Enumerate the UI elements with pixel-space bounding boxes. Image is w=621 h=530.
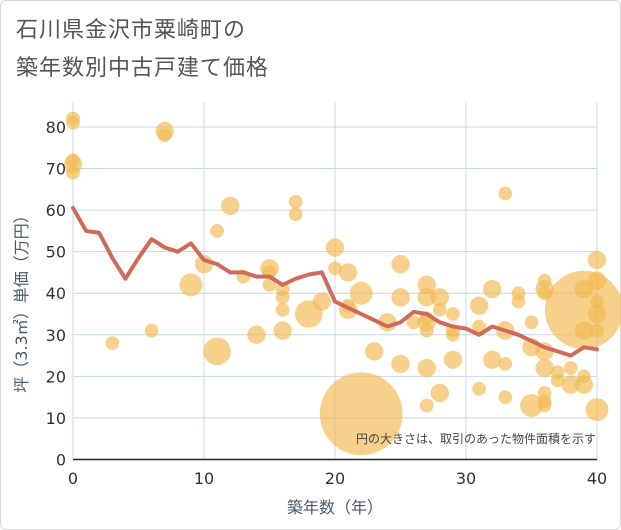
data-bubble — [574, 375, 594, 394]
data-bubble — [325, 238, 345, 257]
data-bubble — [511, 294, 526, 309]
data-bubble — [574, 321, 594, 340]
data-bubble — [524, 315, 539, 330]
data-bubble — [288, 194, 303, 209]
x-tick-label: 20 — [325, 469, 345, 488]
data-bubble — [275, 290, 290, 305]
data-bubble — [537, 398, 552, 413]
data-bubble — [349, 281, 373, 305]
data-bubble — [590, 294, 604, 309]
data-bubble — [587, 304, 607, 324]
x-axis-title: 築年数（年） — [287, 498, 383, 517]
y-tick-label: 40 — [46, 284, 66, 303]
data-bubble — [535, 358, 554, 378]
data-bubble — [262, 278, 277, 292]
data-bubble — [312, 292, 332, 311]
page-title-line1: 石川県金沢市粟崎町の — [16, 18, 247, 43]
data-bubble — [391, 288, 410, 307]
bubble-layer — [63, 111, 621, 456]
data-bubble — [587, 271, 607, 290]
data-bubble — [105, 336, 120, 351]
data-bubble — [563, 361, 578, 375]
data-bubble — [338, 263, 358, 282]
data-bubble — [443, 350, 463, 369]
data-bubble — [483, 350, 502, 369]
data-bubble — [328, 261, 342, 276]
x-tick-labels: 0 10 20 30 40 — [68, 469, 607, 488]
data-bubble — [391, 254, 410, 274]
x-tick-label: 10 — [194, 469, 214, 488]
data-bubble — [319, 372, 403, 456]
data-bubble — [498, 390, 513, 405]
data-bubble — [203, 337, 231, 366]
data-bubble — [587, 250, 607, 270]
data-bubble — [365, 342, 384, 361]
data-bubble — [288, 207, 303, 222]
y-tick-label: 50 — [46, 243, 66, 262]
data-bubble — [483, 279, 502, 299]
y-tick-labels: 0 10 20 30 40 50 60 70 80 — [46, 118, 66, 470]
data-bubble — [157, 128, 172, 143]
data-bubble — [275, 302, 290, 317]
data-bubble — [419, 323, 434, 338]
data-bubble — [210, 223, 225, 238]
data-bubble — [221, 196, 240, 216]
data-bubble — [273, 321, 292, 340]
data-bubble — [472, 319, 486, 334]
x-tick-label: 30 — [456, 469, 476, 488]
data-bubble — [498, 356, 513, 371]
data-bubble — [247, 325, 266, 344]
data-bubble — [417, 288, 436, 307]
y-tick-label: 60 — [46, 201, 66, 220]
data-bubble — [585, 398, 609, 422]
average-price-line — [71, 206, 599, 358]
x-tick-label: 40 — [587, 469, 607, 488]
y-axis-title: 坪（3.3㎡）単価（万円） — [12, 207, 31, 392]
y-tick-label: 0 — [56, 451, 66, 470]
data-bubble — [472, 381, 486, 396]
data-bubble — [574, 279, 594, 299]
bubble-size-note: 円の大きさは、取引のあった物件面積を示す — [356, 431, 596, 446]
data-bubble — [469, 296, 489, 315]
data-bubble — [179, 273, 203, 297]
data-bubble — [406, 315, 421, 330]
data-bubble — [550, 373, 565, 388]
data-bubble — [446, 307, 460, 321]
data-bubble — [144, 323, 159, 338]
data-bubble — [391, 354, 410, 374]
data-bubble — [520, 393, 543, 417]
data-bubble — [430, 383, 449, 403]
data-bubble — [561, 375, 580, 394]
y-tick-label: 10 — [46, 409, 66, 428]
data-bubble — [419, 398, 434, 413]
data-bubble — [498, 186, 513, 201]
data-bubble — [432, 302, 447, 317]
x-tick-label: 0 — [68, 469, 78, 488]
data-bubble — [590, 323, 604, 338]
y-tick-label: 20 — [46, 367, 66, 386]
data-bubble — [446, 327, 460, 342]
data-bubble — [417, 358, 436, 378]
data-bubble — [66, 165, 80, 180]
page-title-line2: 築年数別中古戸建て価格 — [16, 56, 270, 81]
data-bubble — [430, 288, 449, 307]
data-bubble — [66, 115, 80, 130]
y-tick-label: 30 — [46, 326, 66, 345]
y-tick-label: 80 — [46, 118, 66, 137]
y-tick-label: 70 — [46, 160, 66, 179]
